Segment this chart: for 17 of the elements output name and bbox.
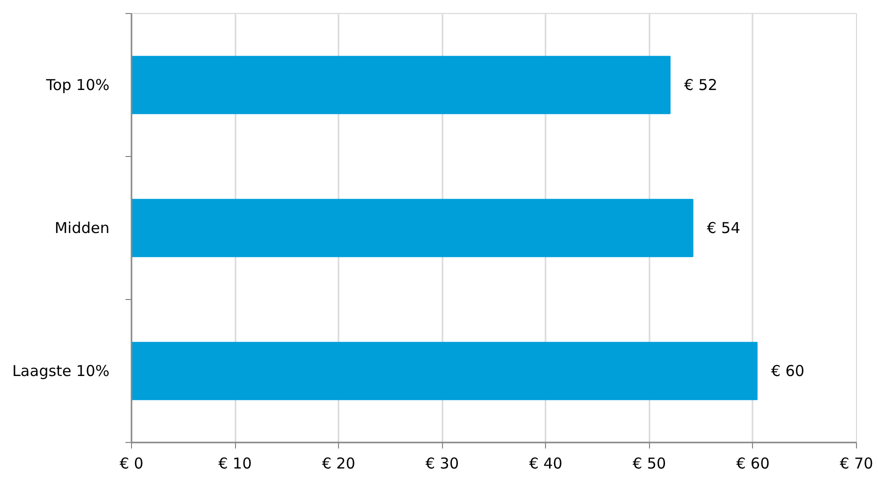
x-tick-label: € 0 <box>120 454 144 472</box>
x-tick-label: € 70 <box>840 454 874 472</box>
y-tick-label: Laagste 10% <box>12 362 110 380</box>
bar <box>132 56 671 114</box>
x-tick-label: € 50 <box>632 454 666 472</box>
data-label: € 52 <box>684 76 718 94</box>
bar <box>132 198 694 258</box>
y-tick-label: Midden <box>54 219 110 237</box>
x-tick-label: € 10 <box>218 454 252 472</box>
x-tick-label: € 60 <box>736 454 770 472</box>
x-tick-label: € 30 <box>426 454 459 472</box>
y-tick-label: Top 10% <box>45 76 110 94</box>
data-label: € 54 <box>706 219 740 237</box>
x-tick-label: € 40 <box>529 454 562 472</box>
bar <box>132 342 758 400</box>
x-tick-label: € 20 <box>322 454 356 472</box>
data-label: € 60 <box>771 362 804 380</box>
